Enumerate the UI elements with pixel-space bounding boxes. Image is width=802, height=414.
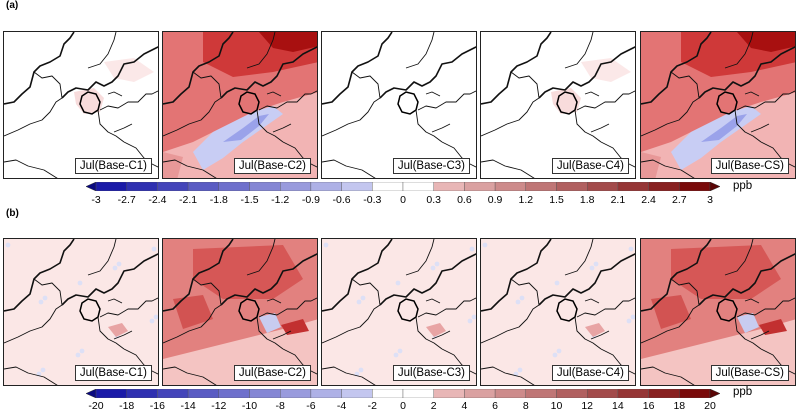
colorbar-tick-label: 0.3 [426, 194, 441, 206]
colorbar-b [86, 389, 720, 398]
colorbar-tick-label: 8 [522, 400, 529, 412]
colorbar-tick-label: 10 [550, 400, 563, 412]
colorbar-a-unit: ppb [733, 180, 753, 192]
colorbar-tick-label: 0.6 [457, 194, 472, 206]
colorbar-tick-label: 20 [704, 400, 716, 412]
colorbar-tick-label: 12 [581, 400, 594, 412]
colorbar-tick-label: 3 [707, 194, 713, 206]
row-b: Jul(Base-C1) Jul(Base-C2) Jul(Base-C3) J… [0, 238, 802, 386]
panel-title: Jul(Base-C3) [392, 158, 470, 174]
colorbar-tick-label: -10 [241, 400, 258, 412]
panel-title: Jul(Base-C1) [74, 158, 152, 174]
colorbar-tick-label: 2 [430, 400, 437, 412]
map-panel-a5: Jul(Base-CS) [640, 31, 796, 179]
colorbar-a [86, 182, 720, 191]
colorbar-a-ticks: -3 -2.7 -2.4 -2.1 -1.8 -1.5 -1.2 -0.9 -0.6 -0.3 0 0… [86, 194, 720, 208]
map-panel-a1: Jul(Base-C1) [3, 31, 159, 179]
colorbar-tick-label: 1.5 [549, 194, 564, 206]
row-a: Jul(Base-C1) Jul(Base-C2) Jul(Base-C3) J… [0, 31, 802, 179]
colorbar-tick-label: 14 [612, 400, 624, 412]
colorbar-tick-label: -3 [91, 194, 101, 206]
map-panel-b5: Jul(Base-CS) [640, 238, 796, 386]
colorbar-tick-label: 0 [400, 400, 406, 412]
colorbar-tick-label: -12 [211, 400, 227, 412]
colorbar-tick-label: -6 [306, 400, 316, 412]
colorbar-tick-label: 6 [492, 400, 499, 412]
colorbar-tick-label: -2.1 [179, 194, 198, 206]
map-panel-a2: Jul(Base-C2) [162, 31, 318, 179]
colorbar-tick-label: -8 [275, 400, 285, 412]
colorbar-tick-label: 2.7 [671, 194, 687, 206]
panel-title: Jul(Base-C4) [551, 365, 629, 381]
row-b-label: (b) [6, 208, 19, 219]
panel-title: Jul(Base-CS) [710, 158, 789, 174]
map-panel-a3: Jul(Base-C3) [321, 31, 477, 179]
panel-title: Jul(Base-C4) [551, 158, 629, 174]
colorbar-tick-label: -18 [119, 400, 135, 412]
colorbar-b-unit: ppb [733, 386, 753, 398]
colorbar-tick-label: 1.2 [518, 194, 534, 206]
colorbar-tick-label: -0.6 [332, 194, 351, 206]
panel-title: Jul(Base-C2) [233, 365, 311, 381]
colorbar-tick-label: 2.4 [641, 194, 656, 206]
map-panel-b1: Jul(Base-C1) [3, 238, 159, 386]
colorbar-tick-label: -1.5 [240, 194, 259, 206]
colorbar-tick-label: -0.3 [363, 194, 382, 206]
map-panel-a4: Jul(Base-C4) [480, 31, 636, 179]
map-panel-b2: Jul(Base-C2) [162, 238, 318, 386]
colorbar-tick-label: -2.7 [117, 194, 136, 206]
colorbar-tick-label: 0.9 [487, 194, 503, 206]
colorbar-tick-label: -16 [149, 400, 165, 412]
colorbar-tick-label: -1.2 [271, 194, 290, 206]
map-panel-b3: Jul(Base-C3) [321, 238, 477, 386]
row-a-label: (a) [6, 0, 19, 11]
colorbar-tick-label: -0.9 [301, 194, 320, 206]
colorbar-tick-label: -2 [367, 400, 377, 412]
colorbar-tick-label: 4 [461, 400, 468, 412]
colorbar-tick-label: -20 [88, 400, 104, 412]
colorbar-tick-label: -14 [180, 400, 196, 412]
colorbar-tick-label: 0 [400, 194, 406, 206]
colorbar-tick-label: -4 [336, 400, 347, 412]
panel-title: Jul(Base-C1) [74, 365, 152, 381]
colorbar-tick-label: 2.1 [610, 194, 626, 206]
panel-title: Jul(Base-C3) [392, 365, 470, 381]
map-panel-b4: Jul(Base-C4) [480, 238, 636, 386]
colorbar-tick-label: 18 [673, 400, 686, 412]
panel-title: Jul(Base-CS) [710, 365, 789, 381]
colorbar-tick-label: -1.8 [209, 194, 228, 206]
colorbar-tick-label: 16 [642, 400, 655, 412]
colorbar-b-ticks: -20 -18 -16 -14 -12 -10 -8 -6 -4 -2 0 2 4 6 8 10 12 14 16 1… [86, 400, 720, 414]
colorbar-tick-label: -2.4 [148, 194, 167, 206]
panel-title: Jul(Base-C2) [233, 158, 311, 174]
colorbar-tick-label: 1.8 [579, 194, 595, 206]
